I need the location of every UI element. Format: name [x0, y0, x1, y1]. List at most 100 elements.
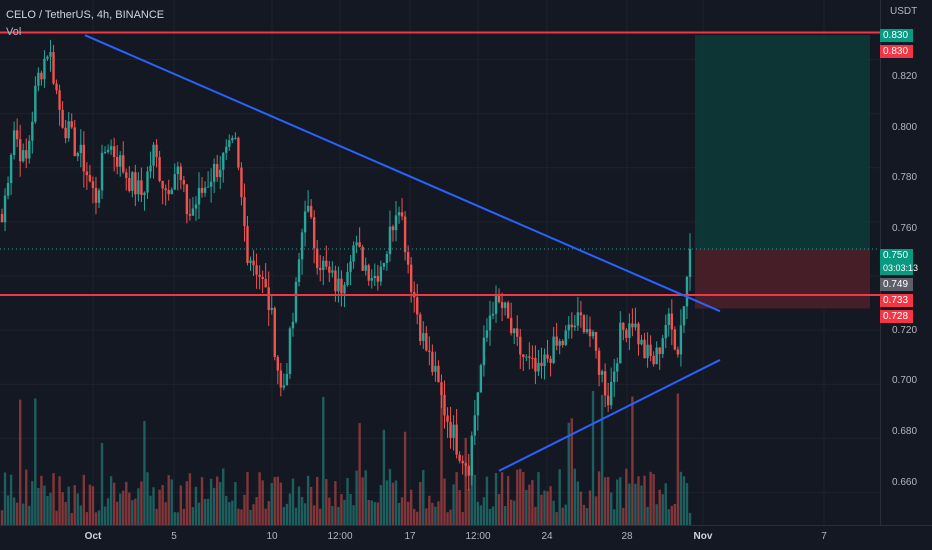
- volume-bar: [431, 502, 434, 525]
- volume-bar: [67, 486, 70, 525]
- candle-body: [534, 357, 537, 372]
- descending-trendline: [84, 34, 721, 313]
- volume-bar: [419, 481, 422, 525]
- volume-bar: [464, 437, 467, 525]
- candle-body: [197, 187, 201, 205]
- volume-bar: [264, 508, 267, 525]
- candle-body: [476, 392, 480, 416]
- volume-bar: [673, 503, 677, 525]
- candle-body: [631, 323, 634, 328]
- symbol-title[interactable]: CELO / TetherUS, 4h, BINANCE: [6, 9, 165, 21]
- time-tick: 12:00: [327, 531, 353, 542]
- volume-bar: [537, 472, 540, 525]
- candle-body: [97, 190, 101, 203]
- candle-body: [397, 212, 401, 216]
- volume-bar: [528, 484, 531, 525]
- volume-bar: [570, 418, 573, 525]
- candle-body: [191, 208, 195, 216]
- volume-bar: [103, 506, 107, 525]
- volume-bar: [6, 495, 10, 525]
- volume-bar: [249, 510, 252, 525]
- volume-bar: [203, 498, 207, 525]
- candle-body: [634, 323, 637, 328]
- candle-body: [385, 254, 389, 264]
- volume-bar: [12, 497, 16, 525]
- volume-bar: [509, 499, 513, 525]
- candle-body: [528, 356, 531, 358]
- volume-bar: [82, 474, 86, 525]
- volume-bar: [167, 475, 170, 525]
- candle-body: [379, 266, 383, 282]
- trendlines[interactable]: [84, 34, 721, 472]
- volume-indicator-label[interactable]: Vol: [6, 26, 22, 38]
- volume-bar: [658, 489, 661, 525]
- volume-bar: [15, 502, 19, 525]
- volume-bar: [437, 501, 440, 525]
- volume-bar: [85, 512, 89, 525]
- volume-bar: [194, 486, 198, 525]
- volume-bar: [534, 506, 537, 525]
- candle-body: [579, 312, 583, 316]
- volume-bar: [222, 468, 225, 525]
- support-price-tag: 0.733: [880, 294, 913, 307]
- volume-bar: [285, 503, 289, 525]
- volume-bar: [128, 492, 131, 525]
- volume-bar: [349, 494, 352, 525]
- volume-bar: [55, 510, 58, 525]
- price-tick: 0.720: [892, 325, 918, 336]
- volume-bar: [215, 476, 219, 525]
- candle-body: [616, 363, 619, 372]
- horizontal-levels[interactable]: [0, 31, 880, 296]
- volume-bar: [97, 510, 101, 525]
- candle-body: [140, 180, 143, 196]
- currency-label: USDT: [890, 6, 918, 17]
- volume-bar: [494, 472, 498, 525]
- price-tick: 0.780: [892, 172, 918, 183]
- volume-bar: [291, 478, 295, 525]
- candle-body: [115, 156, 119, 167]
- volume-bar: [273, 477, 276, 525]
- candle-body: [649, 344, 652, 356]
- candle-body: [273, 307, 276, 357]
- candle-body: [203, 187, 207, 193]
- candle-body: [437, 365, 440, 383]
- candle-body: [161, 180, 164, 189]
- time-tick: 17: [404, 531, 416, 542]
- volume-bar: [646, 506, 649, 525]
- volume-bar: [549, 486, 552, 525]
- candle-body: [549, 358, 552, 363]
- candle-body: [88, 175, 92, 182]
- candle-body: [319, 267, 322, 271]
- volume-bar: [631, 396, 634, 525]
- candle-body: [658, 347, 661, 354]
- candle-body: [219, 169, 222, 178]
- volume-bar: [109, 476, 113, 525]
- candle-body: [122, 155, 125, 173]
- volume-bar: [79, 505, 83, 525]
- candle-body: [597, 350, 601, 375]
- volume-bar: [294, 507, 298, 525]
- candle-body: [158, 157, 161, 181]
- volume-bar: [270, 483, 273, 525]
- volume-bar: [31, 481, 34, 525]
- volume-bar: [279, 482, 283, 525]
- candle-body: [294, 281, 298, 322]
- volume-bar: [567, 422, 570, 525]
- volume-bar: [300, 496, 304, 525]
- candle-body: [246, 226, 249, 263]
- candle-body: [588, 329, 592, 337]
- volume-bar: [146, 472, 149, 525]
- candle-body: [370, 278, 373, 281]
- volume-bar: [585, 508, 589, 525]
- volume-bar: [458, 490, 461, 525]
- volume-bar: [34, 398, 37, 525]
- volume-bar: [382, 429, 386, 525]
- volume-bar: [406, 501, 410, 525]
- volume-bar: [652, 474, 655, 525]
- volume-bar: [412, 508, 416, 525]
- candle-body: [225, 146, 228, 153]
- candle-body: [119, 155, 122, 167]
- candle-body: [673, 329, 677, 350]
- candle-body: [270, 307, 273, 310]
